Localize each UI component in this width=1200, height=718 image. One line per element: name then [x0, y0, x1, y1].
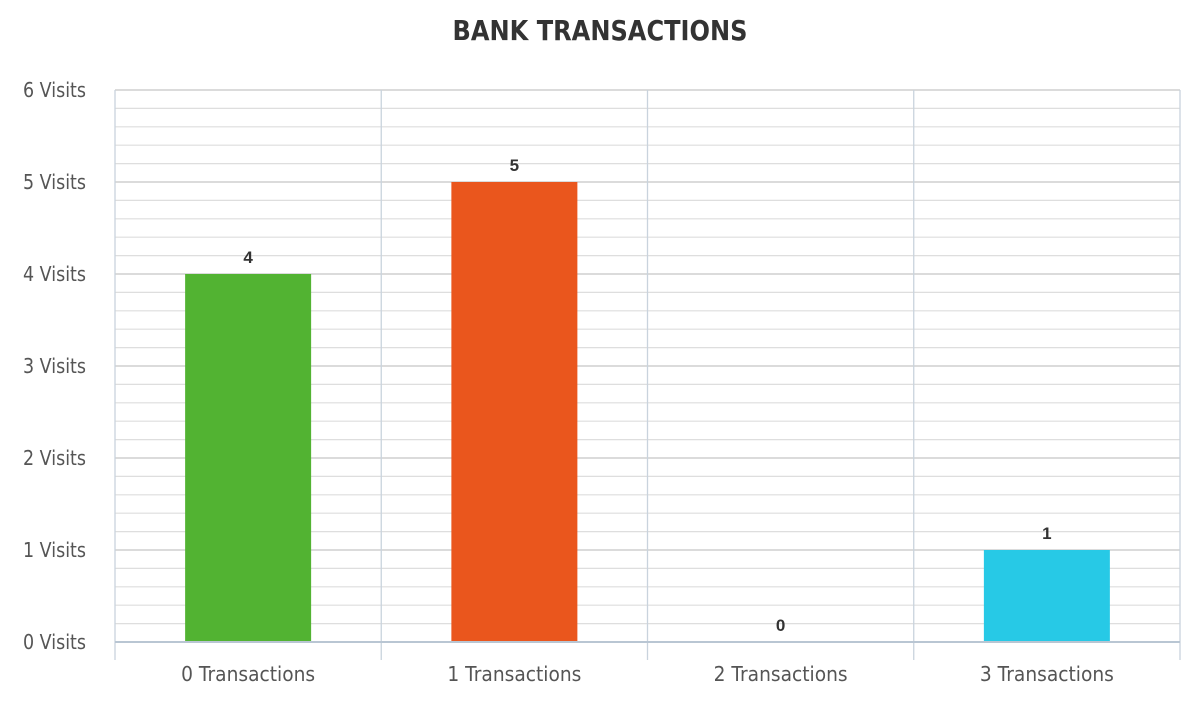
- y-tick-label: 6 Visits: [23, 78, 86, 102]
- x-tick-label: 2 Transactions: [714, 662, 848, 686]
- x-tick-label: 3 Transactions: [980, 662, 1114, 686]
- x-tick-label: 0 Transactions: [181, 662, 315, 686]
- bar: [185, 274, 312, 642]
- data-label: 5: [510, 156, 519, 175]
- y-tick-label: 0 Visits: [23, 630, 86, 654]
- y-tick-label: 1 Visits: [23, 538, 86, 562]
- y-tick-label: 5 Visits: [23, 170, 86, 194]
- data-label: 1: [1042, 524, 1051, 543]
- chart-title: BANK TRANSACTIONS: [452, 14, 748, 47]
- bars: [185, 182, 1110, 642]
- y-tick-label: 2 Visits: [23, 446, 86, 470]
- y-tick-label: 3 Visits: [23, 354, 86, 378]
- bar: [983, 550, 1110, 642]
- data-label: 0: [776, 616, 785, 635]
- x-tick-label: 1 Transactions: [447, 662, 581, 686]
- y-tick-label: 4 Visits: [23, 262, 86, 286]
- bar: [451, 182, 578, 642]
- labels: 4 5 0 1 0 Visits 1 Visits 2 Visits 3 Visits 4 Vi…: [23, 78, 1114, 686]
- data-label: 4: [243, 248, 253, 267]
